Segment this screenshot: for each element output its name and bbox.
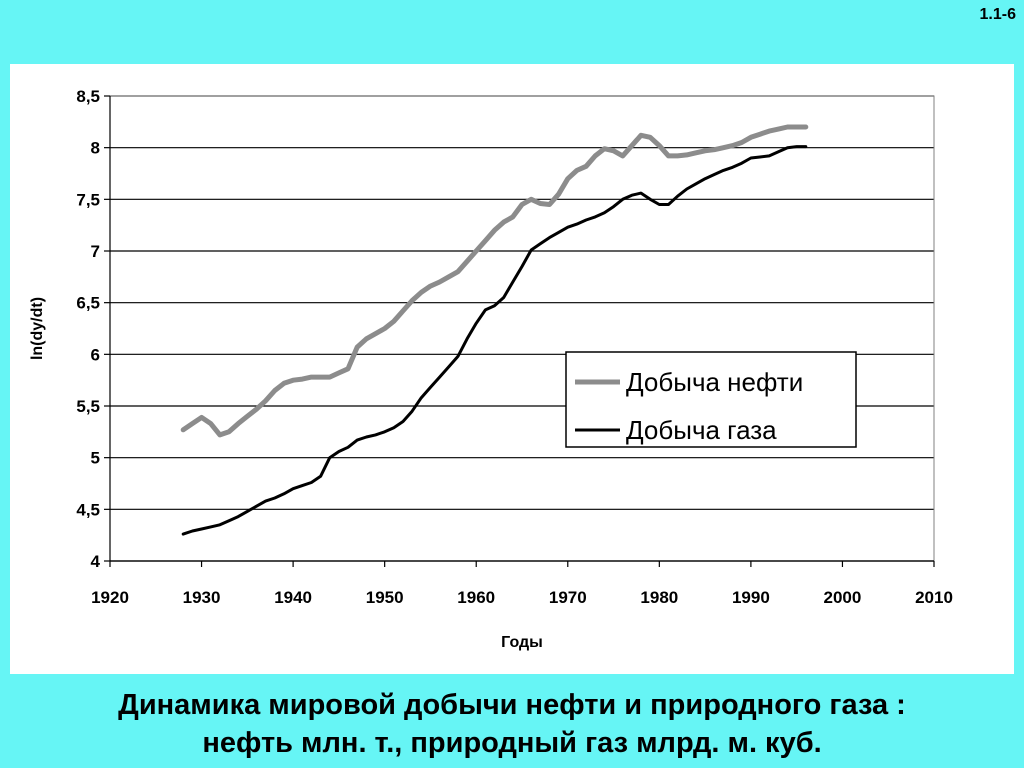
y-tick-label-7: 7,5 bbox=[76, 190, 100, 209]
slide-number: 1.1-6 bbox=[979, 6, 1016, 23]
legend-label-oil: Добыча нефти bbox=[626, 367, 803, 397]
grid bbox=[110, 95, 934, 562]
x-axis-title: Годы bbox=[501, 634, 543, 651]
y-tick-label-1: 4,5 bbox=[76, 500, 100, 519]
x-tick-label-0: 1920 bbox=[91, 588, 129, 607]
y-tick-label-0: 4 bbox=[91, 552, 101, 571]
y-tick-label-8: 8 bbox=[91, 139, 100, 158]
y-tick-label-4: 6 bbox=[91, 345, 100, 364]
series bbox=[180, 124, 809, 536]
y-tick-label-9: 8,5 bbox=[76, 87, 100, 106]
y-tick-label-5: 6,5 bbox=[76, 294, 100, 313]
y-axis-title: ln(dy/dt) bbox=[29, 297, 46, 360]
x-tick-label-1: 1930 bbox=[183, 588, 221, 607]
chart-panel: 4 4,5 5 5,5 6 6,5 7 7,5 8 8,5 1920 1930 1940 1950 196… bbox=[10, 64, 1014, 674]
y-tick-labels: 4 4,5 5 5,5 6 6,5 7 7,5 8 8,5 bbox=[76, 87, 110, 571]
x-tick-label-9: 2010 bbox=[915, 588, 953, 607]
chart: 4 4,5 5 5,5 6 6,5 7 7,5 8 8,5 1920 1930 1940 1950 196… bbox=[29, 87, 953, 651]
y-tick-label-2: 5 bbox=[91, 449, 100, 468]
y-tick-label-3: 5,5 bbox=[76, 397, 100, 416]
y-tick-label-6: 7 bbox=[91, 242, 100, 261]
caption: Динамика мировой добычи нефти и природно… bbox=[0, 686, 1024, 762]
x-tick-labels: 1920 1930 1940 1950 1960 1970 1980 1990 2000 2010 bbox=[91, 561, 953, 607]
x-tick-label-4: 1960 bbox=[457, 588, 495, 607]
caption-line-2: нефть млн. т., природный газ млрд. м. ку… bbox=[202, 727, 822, 759]
x-tick-label-8: 2000 bbox=[824, 588, 862, 607]
x-tick-label-7: 1990 bbox=[732, 588, 770, 607]
axes bbox=[109, 96, 934, 562]
legend: Добыча нефти Добыча газа bbox=[565, 351, 857, 448]
legend-label-gas: Добыча газа bbox=[626, 415, 777, 445]
plot-area bbox=[109, 95, 935, 562]
x-tick-label-3: 1950 bbox=[366, 588, 404, 607]
x-tick-label-2: 1940 bbox=[274, 588, 312, 607]
x-tick-label-5: 1970 bbox=[549, 588, 587, 607]
series-line-0 bbox=[180, 124, 809, 438]
series-line-1 bbox=[181, 145, 808, 536]
x-tick-label-6: 1980 bbox=[640, 588, 678, 607]
caption-line-1: Динамика мировой добычи нефти и природно… bbox=[118, 689, 906, 721]
